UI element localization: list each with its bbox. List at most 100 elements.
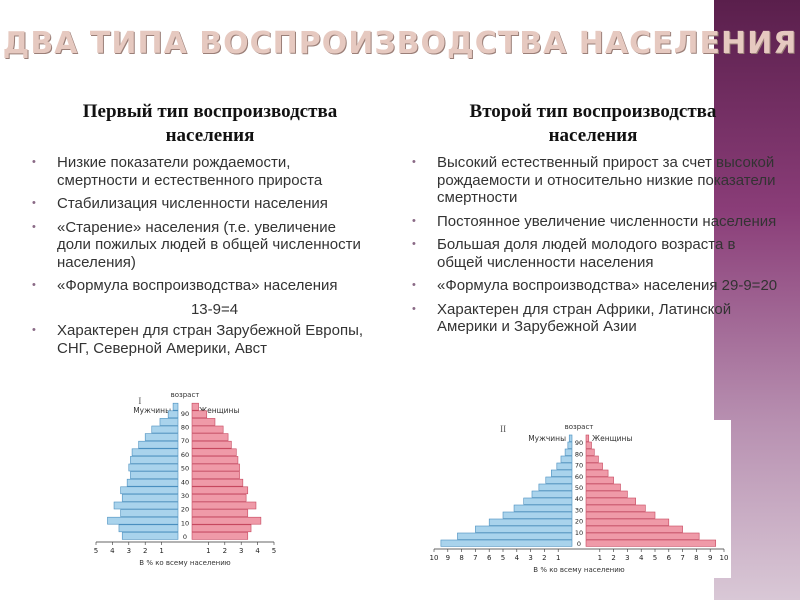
age-tick-label: 30 — [181, 492, 189, 500]
men-bar — [513, 504, 573, 512]
men-bar — [113, 501, 179, 510]
x-tick-label: 2 — [223, 547, 227, 555]
men-bar — [545, 476, 573, 484]
x-tick-label: 8 — [694, 554, 698, 562]
age-tick-label: 60 — [181, 451, 189, 459]
men-bar — [121, 532, 179, 540]
x-tick-label: 6 — [487, 554, 492, 562]
x-tick-label: 3 — [127, 547, 131, 555]
women-bar — [191, 410, 208, 419]
women-bar — [585, 455, 599, 463]
age-tick-label: 70 — [575, 462, 583, 470]
men-bar — [531, 490, 573, 498]
x-tick-label: 3 — [625, 554, 629, 562]
women-bar — [191, 524, 252, 533]
men-bar — [556, 462, 573, 470]
x-tick-label: 4 — [110, 547, 115, 555]
right-heading-line1: Второй тип воспроизводства — [469, 101, 717, 122]
women-bar — [191, 471, 240, 479]
men-bar — [159, 418, 179, 426]
men-bar — [167, 410, 179, 419]
women-bar — [191, 440, 232, 449]
x-tick-label: 5 — [272, 547, 276, 555]
right-column-heading: Второй тип воспроизводства населения — [408, 100, 778, 148]
women-bar — [585, 483, 621, 491]
women-bar — [191, 425, 224, 434]
women-bar — [191, 516, 262, 525]
list-item: • Характерен для стран Зарубежной Европы,… — [32, 322, 364, 357]
men-bar — [138, 440, 179, 449]
x-tick-label: 4 — [515, 554, 520, 562]
women-bar — [191, 501, 257, 510]
women-bar — [585, 469, 609, 477]
bullet-icon: • — [32, 220, 36, 233]
women-bar — [191, 448, 237, 457]
left-column-heading: Первый тип воспроизводства населения — [26, 100, 394, 148]
list-item: • Характерен для стран Африки, Латинской … — [412, 300, 732, 336]
men-bar — [151, 425, 179, 434]
women-bar — [191, 418, 216, 426]
age-tick-label: 0 — [183, 533, 187, 541]
pyramid-2-svg: возраст II Мужчины Женщины 0 10 20 30 40 50 60 70 80… — [430, 423, 729, 574]
list-item: • Стабилизация численности населения — [32, 195, 328, 212]
men-bar — [131, 448, 179, 457]
age-tick-label: 10 — [575, 529, 583, 537]
pyramid-roman-numeral: I — [138, 396, 141, 406]
bullet-icon: • — [32, 156, 36, 168]
x-tick-label: 1 — [206, 547, 210, 555]
left-bullet-list: • Низкие показатели рождаемости, смертнос… — [32, 154, 372, 363]
x-tick-label: 1 — [556, 554, 560, 562]
x-tick-label: 2 — [611, 554, 615, 562]
age-tick-label: 50 — [575, 484, 583, 492]
bullet-icon: • — [412, 214, 416, 227]
population-pyramid-type-1: возраст I Мужчины Женщины 0 10 20 30 40 50 60 70 80 9… — [88, 388, 283, 573]
men-bar — [120, 509, 179, 517]
list-item: • Постоянное увеличение численности насел… — [412, 212, 777, 230]
age-tick-label: 40 — [575, 495, 583, 503]
age-tick-label: 70 — [181, 437, 189, 445]
men-label: Мужчины — [133, 406, 171, 415]
right-bullet-list: • Высокий естественный прирост за счет вы… — [412, 154, 780, 342]
men-bar — [128, 463, 179, 472]
women-bar — [191, 532, 249, 540]
women-label: Женщины — [592, 434, 632, 443]
women-bar — [585, 539, 717, 547]
men-bar — [567, 441, 573, 449]
women-bar — [585, 518, 670, 526]
x-tick-label: 1 — [159, 547, 163, 555]
list-item: • Низкие показатели рождаемости, смертнос… — [32, 154, 323, 189]
women-bar — [585, 511, 656, 519]
age-tick-label: 80 — [575, 450, 583, 458]
women-bar — [191, 463, 240, 472]
women-bar — [191, 433, 229, 441]
men-bar — [107, 516, 179, 525]
women-bar — [585, 532, 700, 540]
x-tick-label: 5 — [94, 547, 98, 555]
x-tick-label: 6 — [667, 554, 672, 562]
men-bar — [172, 402, 179, 411]
age-tick-label: 10 — [181, 519, 189, 527]
x-tick-label: 8 — [459, 554, 463, 562]
men-bar — [126, 478, 179, 487]
left-heading-line2: населения — [165, 125, 255, 146]
bullet-icon: • — [412, 302, 416, 315]
women-bar — [585, 462, 603, 470]
x-tick-label: 3 — [239, 547, 243, 555]
women-bar — [585, 434, 590, 442]
bullet-icon: • — [412, 156, 416, 168]
women-bar — [191, 456, 239, 464]
men-bar — [144, 433, 179, 441]
right-heading-line2: населения — [548, 125, 638, 146]
women-bar — [191, 509, 249, 517]
bullet-icon: • — [32, 197, 36, 209]
age-tick-label: 20 — [575, 518, 583, 526]
pyramid-roman-numeral: II — [500, 424, 506, 434]
men-bar — [551, 469, 573, 477]
x-tick-label: 5 — [501, 554, 505, 562]
bullet-icon: • — [412, 279, 416, 291]
women-bar — [191, 402, 199, 411]
x-tick-label: 4 — [639, 554, 644, 562]
bullet-icon: • — [412, 238, 416, 250]
men-bar — [560, 455, 573, 463]
